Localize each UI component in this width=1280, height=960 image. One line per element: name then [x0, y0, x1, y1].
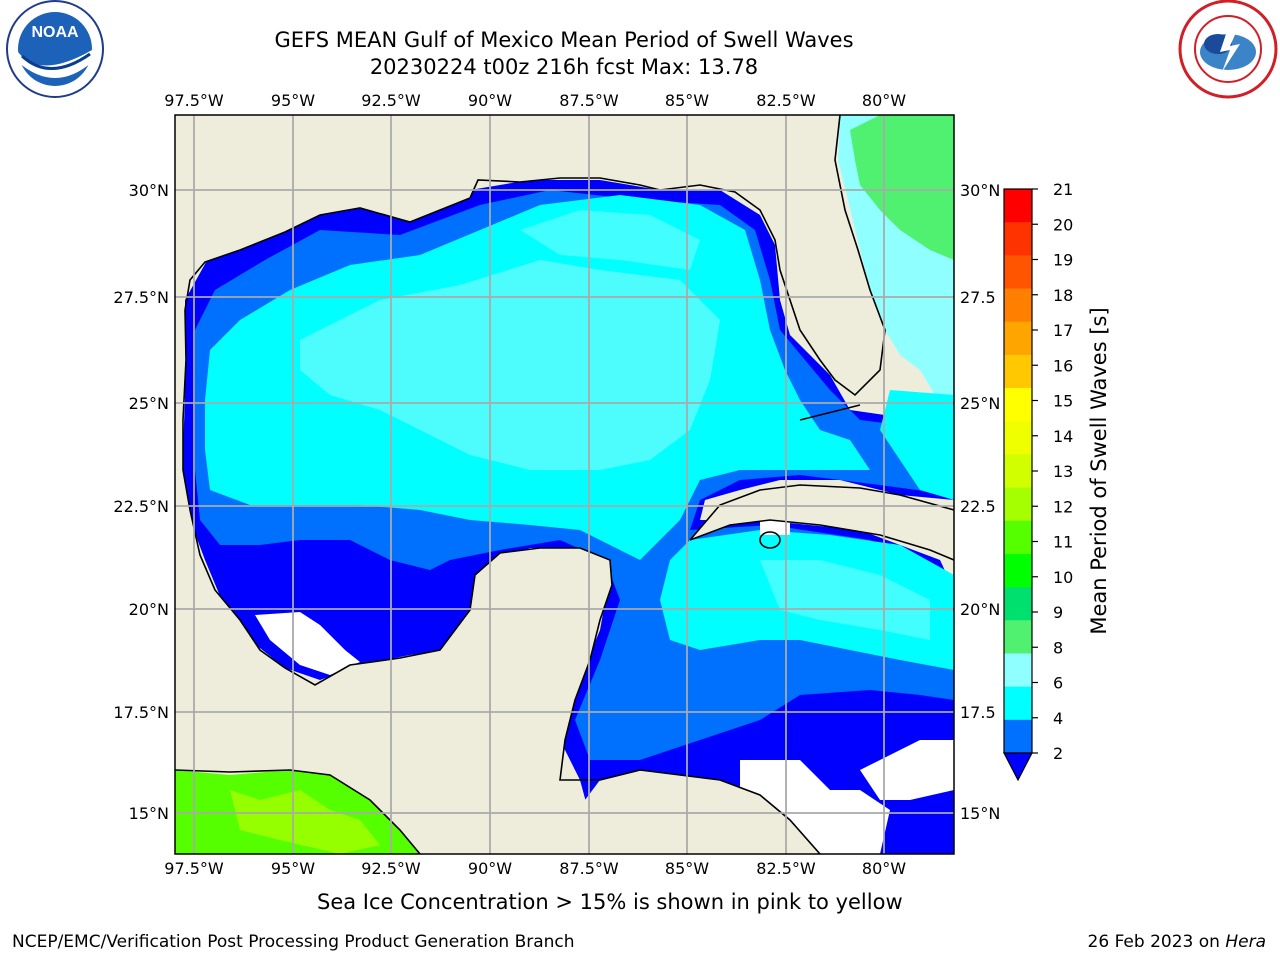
colorbar-tick-label: 12 — [1053, 497, 1073, 516]
lat-label: 30°N — [960, 181, 1000, 200]
lon-label: 92.5°W — [361, 91, 421, 110]
lat-label: 15°N — [960, 804, 1000, 823]
swell-period-field — [175, 115, 954, 854]
colorbar-segment — [1004, 288, 1032, 323]
lat-label: 25°N — [129, 394, 169, 413]
nws-logo-icon — [1178, 0, 1278, 99]
lon-labels-top: 97.5°W 95°W 92.5°W 90°W 87.5°W 85°W 82.5… — [164, 91, 906, 110]
lon-label: 82.5°W — [756, 859, 816, 878]
lat-label: 15°N — [129, 804, 169, 823]
lon-label: 90°W — [468, 91, 512, 110]
colorbar-segment — [1004, 719, 1032, 754]
lat-label: 20°N — [960, 600, 1000, 619]
colorbar-segment — [1004, 620, 1032, 654]
date-credit-text: 26 Feb 2023 on — [1087, 932, 1226, 952]
map-panel — [174, 114, 955, 855]
colorbar-tick-label: 2 — [1053, 744, 1063, 763]
lon-label: 80°W — [862, 91, 906, 110]
graticule — [175, 115, 954, 854]
lon-label: 95°W — [271, 859, 315, 878]
producer-credit: NCEP/EMC/Verification Post Processing Pr… — [12, 932, 575, 952]
lat-label: 27.5°N — [113, 288, 169, 307]
lon-label: 92.5°W — [361, 859, 421, 878]
colorbar-segment — [1004, 587, 1032, 621]
colorbar-tick-label: 21 — [1053, 180, 1073, 199]
colorbar-segment — [1004, 388, 1032, 422]
colorbar-tick-label: 10 — [1053, 568, 1073, 587]
lat-label: 25°N — [960, 394, 1000, 413]
map-frame — [174, 114, 955, 855]
colorbar-segment — [1004, 189, 1032, 223]
colorbar-segment — [1004, 354, 1032, 389]
lat-labels-right: 30°N 27.5 25°N 22.5 20°N 17.5 15°N — [960, 181, 1000, 823]
colorbar-segment — [1004, 653, 1032, 688]
host-name: Hera — [1225, 932, 1266, 952]
colorbar-tick-label: 13 — [1053, 462, 1073, 481]
chart-subtitle: 20230224 t00z 216h fcst Max: 13.78 — [369, 55, 759, 79]
lat-label: 17.5 — [960, 703, 996, 722]
colorbar-segment — [1004, 255, 1032, 290]
colorbar-tick-label: 15 — [1053, 392, 1073, 411]
sea-ice-note: Sea Ice Concentration > 15% is shown in … — [317, 890, 903, 914]
lon-label: 90°W — [468, 859, 512, 878]
lat-label: 22.5°N — [113, 497, 169, 516]
colorbar-tick-label: 18 — [1053, 286, 1073, 305]
colorbar-tick-label: 11 — [1053, 533, 1073, 552]
lon-label: 85°W — [665, 91, 709, 110]
colorbar-segment — [1004, 421, 1032, 455]
date-credit: 26 Feb 2023 on Hera — [1088, 932, 1266, 952]
lat-label: 27.5 — [960, 288, 996, 307]
noaa-logo-icon: NOAA — [6, 0, 104, 98]
lat-labels-left: 30°N 27.5°N 25°N 22.5°N 20°N 17.5°N 15°N — [113, 181, 169, 823]
colorbar-extend-arrow — [1003, 752, 1033, 782]
lon-label: 85°W — [665, 859, 709, 878]
colorbar-tick-label: 4 — [1053, 709, 1063, 728]
colorbar-tick-label: 20 — [1053, 215, 1073, 234]
lon-label: 87.5°W — [559, 91, 619, 110]
lon-label: 97.5°W — [164, 859, 224, 878]
noaa-logo-text: NOAA — [31, 24, 79, 41]
lon-label: 87.5°W — [559, 859, 619, 878]
colorbar-segment — [1004, 487, 1032, 522]
colorbar-segment — [1004, 553, 1032, 588]
lon-label: 82.5°W — [756, 91, 816, 110]
colorbar: 21 20 19 18 17 16 15 14 13 12 11 10 9 8 6 4 2 Mean Perio… — [1003, 180, 1111, 782]
colorbar-segment — [1004, 222, 1032, 256]
colorbar-segment — [1004, 454, 1032, 489]
lat-label: 20°N — [129, 600, 169, 619]
colorbar-label: Mean Period of Swell Waves [s] — [1087, 307, 1111, 634]
lat-label: 17.5°N — [113, 703, 169, 722]
colorbar-tick-label: 14 — [1053, 427, 1073, 446]
colorbar-tick-label: 19 — [1053, 251, 1073, 270]
lon-label: 97.5°W — [164, 91, 224, 110]
colorbar-tick-label: 16 — [1053, 356, 1073, 375]
colorbar-tick-label: 9 — [1053, 603, 1063, 622]
colorbar-tick-label: 17 — [1053, 321, 1073, 340]
lat-label: 30°N — [129, 181, 169, 200]
lon-label: 80°W — [862, 859, 906, 878]
chart-title: GEFS MEAN Gulf of Mexico Mean Period of … — [274, 28, 854, 52]
colorbar-segment — [1004, 520, 1032, 555]
colorbar-segment — [1004, 686, 1032, 721]
lon-label: 95°W — [271, 91, 315, 110]
lat-label: 22.5 — [960, 497, 996, 516]
colorbar-tick-label: 6 — [1053, 674, 1063, 693]
lon-labels-bottom: 97.5°W 95°W 92.5°W 90°W 87.5°W 85°W 82.5… — [164, 859, 906, 878]
colorbar-segment — [1004, 321, 1032, 356]
colorbar-tick-label: 8 — [1053, 638, 1063, 657]
